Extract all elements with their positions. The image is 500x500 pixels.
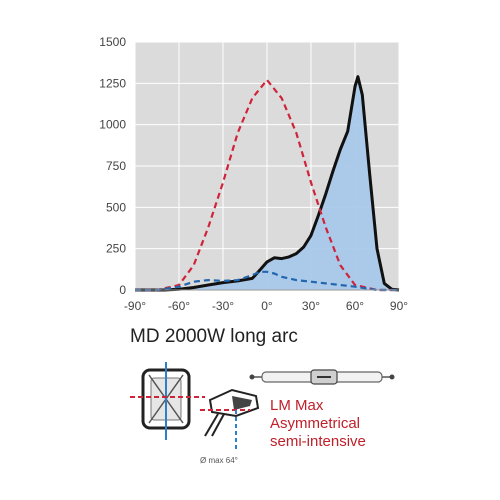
series-1-line — [135, 78, 399, 292]
lamp-side-icon: Ø max 64° — [200, 388, 260, 465]
angle-label: Ø max 64° — [200, 456, 238, 465]
long-arc-lamp-icon — [249, 369, 395, 385]
y-tick-label-1: 250 — [106, 242, 126, 256]
lamp-description: LM Max Asymmetrical semi-intensive — [270, 397, 366, 451]
description-line-3: semi-intensive — [270, 433, 366, 450]
series-2-line — [135, 270, 399, 292]
x-tick-label-6: 90° — [390, 299, 408, 313]
series-group — [135, 75, 400, 292]
y-tick-labels: 0 250 500 750 1000 1250 1500 — [99, 35, 126, 297]
series-0-line — [135, 75, 400, 292]
y-tick-label-4: 1000 — [99, 118, 126, 132]
description-line-2: Asymmetrical — [270, 415, 361, 432]
y-tick-label-6: 1500 — [99, 35, 126, 49]
y-tick-label-0: 0 — [119, 283, 126, 297]
x-tick-labels: -90° -60° -30° 0° 30° 60° 90° — [124, 299, 408, 313]
description-line-1: LM Max — [270, 397, 324, 414]
y-tick-label-5: 1250 — [99, 76, 126, 90]
x-tick-label-1: -60° — [168, 299, 190, 313]
y-tick-label-2: 500 — [106, 200, 126, 214]
y-tick-label-3: 750 — [106, 159, 126, 173]
x-tick-label-4: 30° — [302, 299, 320, 313]
lamp-front-icon — [130, 362, 205, 440]
x-tick-label-5: 60° — [346, 299, 364, 313]
series-0-area — [135, 76, 399, 290]
x-tick-label-0: -90° — [124, 299, 146, 313]
x-tick-label-3: 0° — [261, 299, 273, 313]
x-tick-label-2: -30° — [212, 299, 234, 313]
product-title: MD 2000W long arc — [130, 326, 298, 347]
